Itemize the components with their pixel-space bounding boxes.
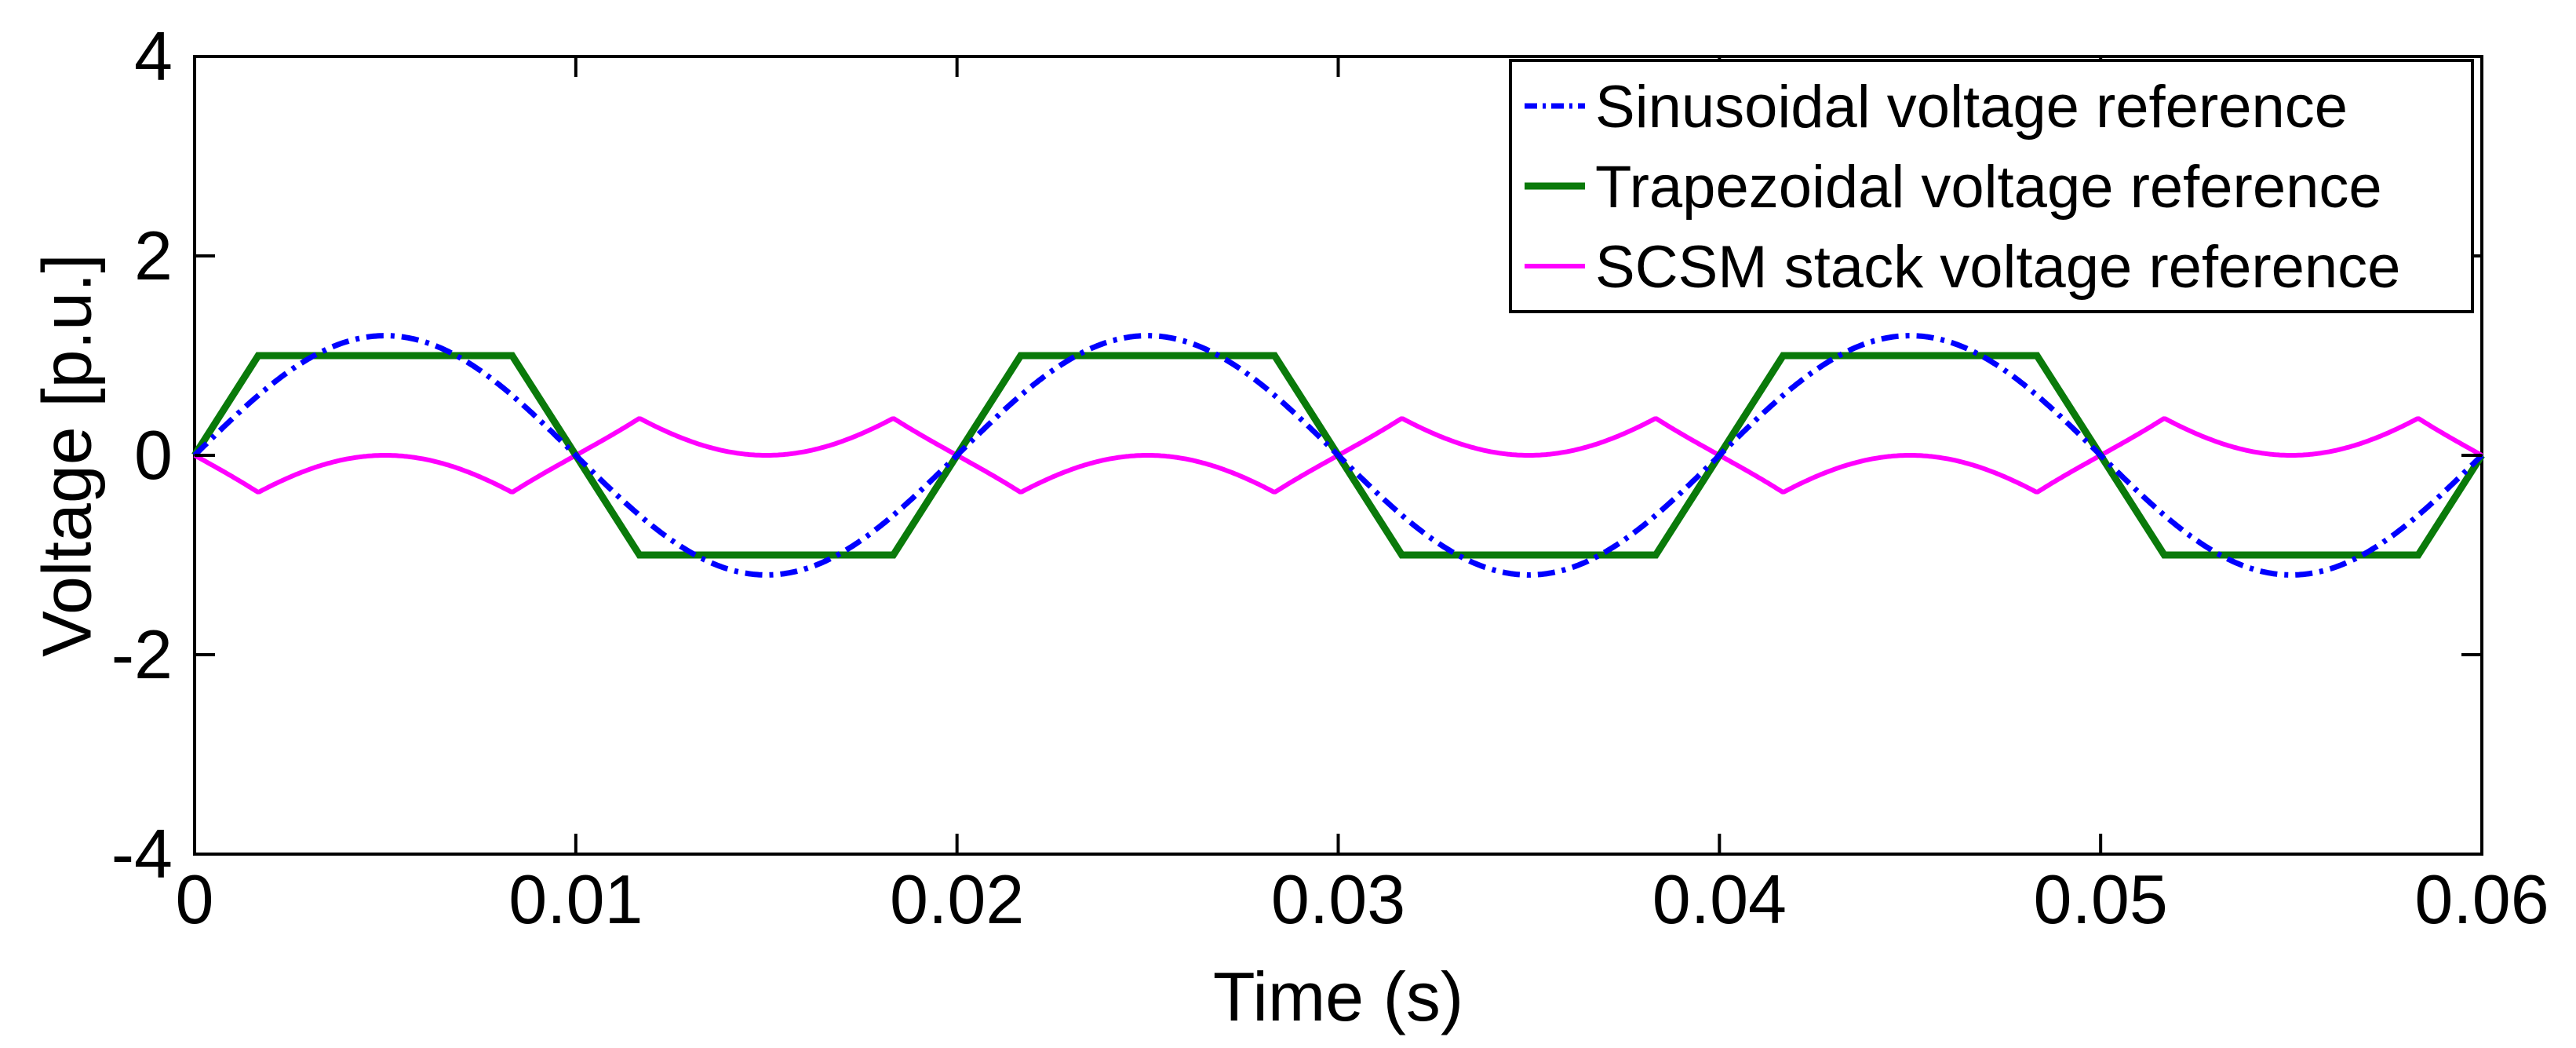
y-tick-label: 2 — [134, 217, 173, 294]
legend-label: SCSM stack voltage reference — [1595, 234, 2400, 301]
legend: Sinusoidal voltage reference Trapezoidal … — [1509, 59, 2474, 313]
y-axis-label: Voltage [p.u.] — [27, 254, 105, 657]
legend-label: Trapezoidal voltage reference — [1595, 154, 2382, 221]
x-axis-label: Time (s) — [1213, 958, 1463, 1035]
series-layer — [191, 333, 2485, 578]
y-tick-label: -2 — [111, 615, 173, 693]
x-tick-label: 0.01 — [508, 860, 643, 938]
x-tick-label: 0.06 — [2414, 860, 2549, 938]
x-tick-label: 0.02 — [890, 860, 1024, 938]
series-sinusoidal-voltage — [192, 333, 2484, 578]
x-tick-label: 0 — [176, 860, 214, 938]
y-tick-label: 4 — [134, 17, 173, 95]
x-tick-label: 0.03 — [1271, 860, 1405, 938]
ticks-layer: 0 0.01 0.02 0.03 0.04 0.05 0.06 -4 -2 0 2 4 — [111, 17, 2549, 938]
legend-label: Sinusoidal voltage reference — [1595, 74, 2348, 141]
y-tick-label: -4 — [111, 815, 173, 893]
y-tick-label: 0 — [134, 416, 173, 494]
legend-box — [1509, 59, 2474, 313]
x-tick-label: 0.05 — [2034, 860, 2168, 938]
x-tick-label: 0.04 — [1652, 860, 1787, 938]
